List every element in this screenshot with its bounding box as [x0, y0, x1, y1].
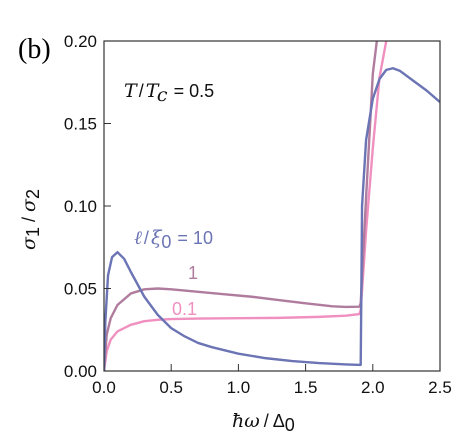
x-tick-label: 0.5	[159, 378, 183, 397]
temperature-annotation: T / Tc = 0.5	[124, 80, 214, 106]
y-tick-label: 0.10	[64, 197, 97, 216]
svg-text:σ1/σ2: σ1/σ2	[18, 189, 43, 250]
x-tick-label: 1.0	[227, 378, 251, 397]
x-axis-title: ħω / Δ0	[232, 410, 295, 435]
series-layer	[104, 41, 440, 371]
tick-layer: 0.0 0.5 1.0 1.5 2.0 2.5 0.00 0.05 0.10 0.15 0.20	[64, 32, 452, 397]
y-tick-label: 0.15	[64, 115, 97, 134]
x-tick-label: 0.0	[92, 378, 116, 397]
panel-label: (b)	[18, 34, 51, 65]
y-tick-label: 0.20	[64, 32, 97, 51]
x-tick-label: 1.5	[294, 378, 318, 397]
series-label-10: ℓ / ξ0 = 10	[134, 227, 213, 252]
y-axis-title: σ1/σ2	[18, 189, 43, 250]
y-tick-label: 0.05	[64, 280, 97, 299]
x-tick-label: 2.0	[361, 378, 385, 397]
series-label-1: 1	[188, 263, 198, 283]
series-line-0	[104, 67, 440, 371]
series-line-2	[104, 41, 388, 371]
y-tick-label: 0.00	[64, 362, 97, 381]
series-label-0-1: 0.1	[172, 299, 197, 319]
x-tick-label: 2.5	[428, 378, 452, 397]
